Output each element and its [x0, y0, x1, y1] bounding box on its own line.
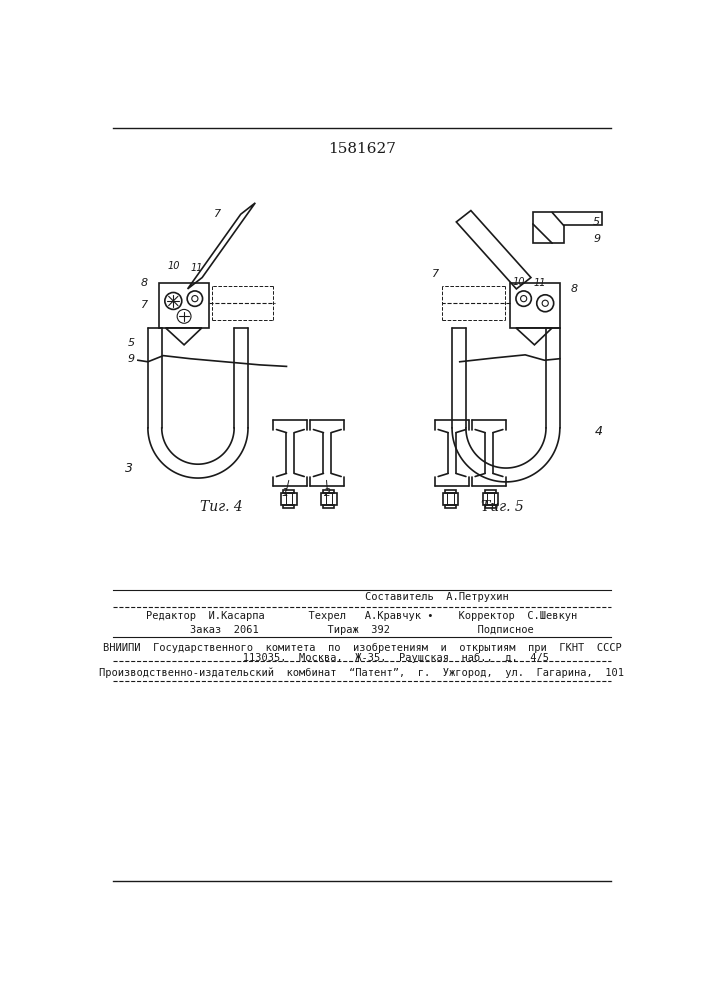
- Text: Редактор  И.Касарпа       Техрел   А.Кравчук •    Корректор  С.Шевкун: Редактор И.Касарпа Техрел А.Кравчук • Ко…: [146, 611, 578, 621]
- Text: 9: 9: [128, 354, 135, 364]
- Text: 113035,  Москва,  Ж-35,  Раушская  наб.,  д.  4/5: 113035, Москва, Ж-35, Раушская наб., д. …: [175, 653, 549, 663]
- Bar: [485, 490, 496, 493]
- Bar: [324, 505, 334, 508]
- Text: 8: 8: [570, 284, 577, 294]
- Bar: [510, 283, 560, 328]
- Text: 9: 9: [593, 234, 600, 244]
- Text: 1: 1: [281, 488, 288, 498]
- Bar: [324, 490, 334, 493]
- Text: 10: 10: [513, 277, 525, 287]
- Text: 5: 5: [128, 338, 135, 348]
- Text: 7: 7: [141, 300, 148, 310]
- Bar: [284, 490, 294, 493]
- Bar: [284, 505, 294, 508]
- Text: Заказ  2061           Тираж  392              Подписное: Заказ 2061 Тираж 392 Подписное: [190, 625, 534, 635]
- Bar: [483, 493, 498, 505]
- Text: Производственно-издательский  комбинат  “Патент”,  г.  Ужгород,  ул.  Гагарина, : Производственно-издательский комбинат “П…: [100, 668, 624, 678]
- Bar: [443, 493, 458, 505]
- Bar: [160, 283, 209, 328]
- Text: 10: 10: [167, 261, 180, 271]
- Text: 8: 8: [141, 278, 148, 288]
- Text: 1581627: 1581627: [328, 142, 396, 156]
- Bar: [321, 493, 337, 505]
- Text: 11: 11: [190, 263, 203, 273]
- Text: ВНИИПИ  Государственного  комитета  по  изобретениям  и  открытиям  при  ГКНТ  С: ВНИИПИ Государственного комитета по изоб…: [103, 642, 621, 653]
- Text: 2: 2: [324, 488, 331, 498]
- Text: 7: 7: [214, 209, 221, 219]
- Text: 4: 4: [595, 425, 602, 438]
- Bar: [485, 505, 496, 508]
- Bar: [445, 490, 456, 493]
- Bar: [281, 493, 296, 505]
- Bar: [445, 505, 456, 508]
- Text: 11: 11: [534, 278, 546, 288]
- Text: 3: 3: [124, 462, 133, 475]
- Text: Τиг. 5: Τиг. 5: [481, 500, 523, 514]
- Text: 7: 7: [431, 269, 438, 279]
- Text: Составитель  А.Петрухин: Составитель А.Петрухин: [215, 592, 509, 602]
- Text: 5: 5: [593, 217, 600, 227]
- Text: Τиг. 4: Τиг. 4: [199, 500, 243, 514]
